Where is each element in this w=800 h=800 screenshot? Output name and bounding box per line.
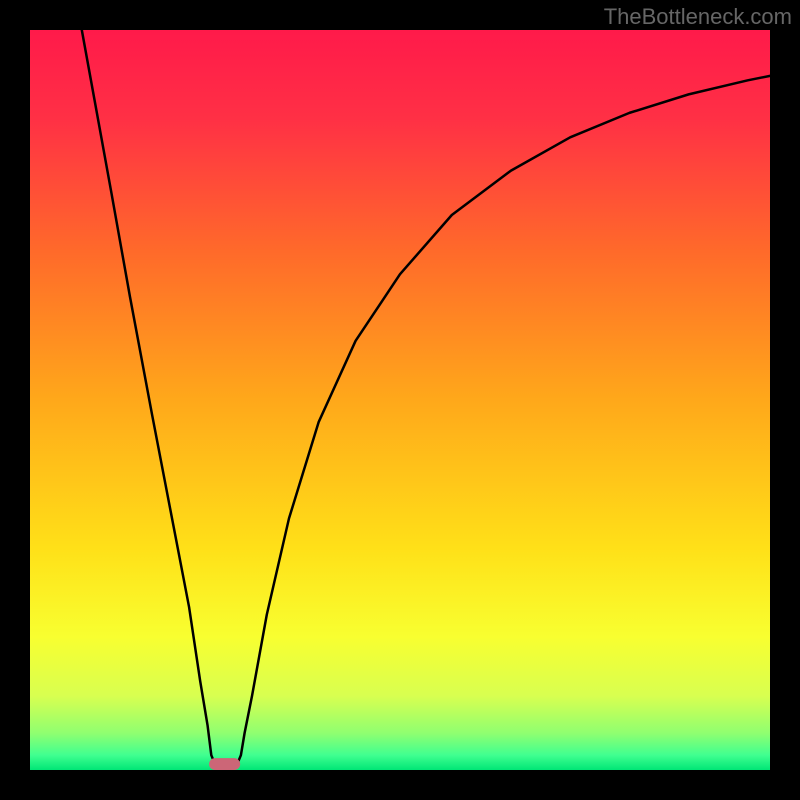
plot-background [30,30,770,770]
watermark-label: TheBottleneck.com [604,4,792,30]
optimal-marker [209,758,240,770]
chart-container: TheBottleneck.com [0,0,800,800]
bottleneck-curve-chart [0,0,800,800]
